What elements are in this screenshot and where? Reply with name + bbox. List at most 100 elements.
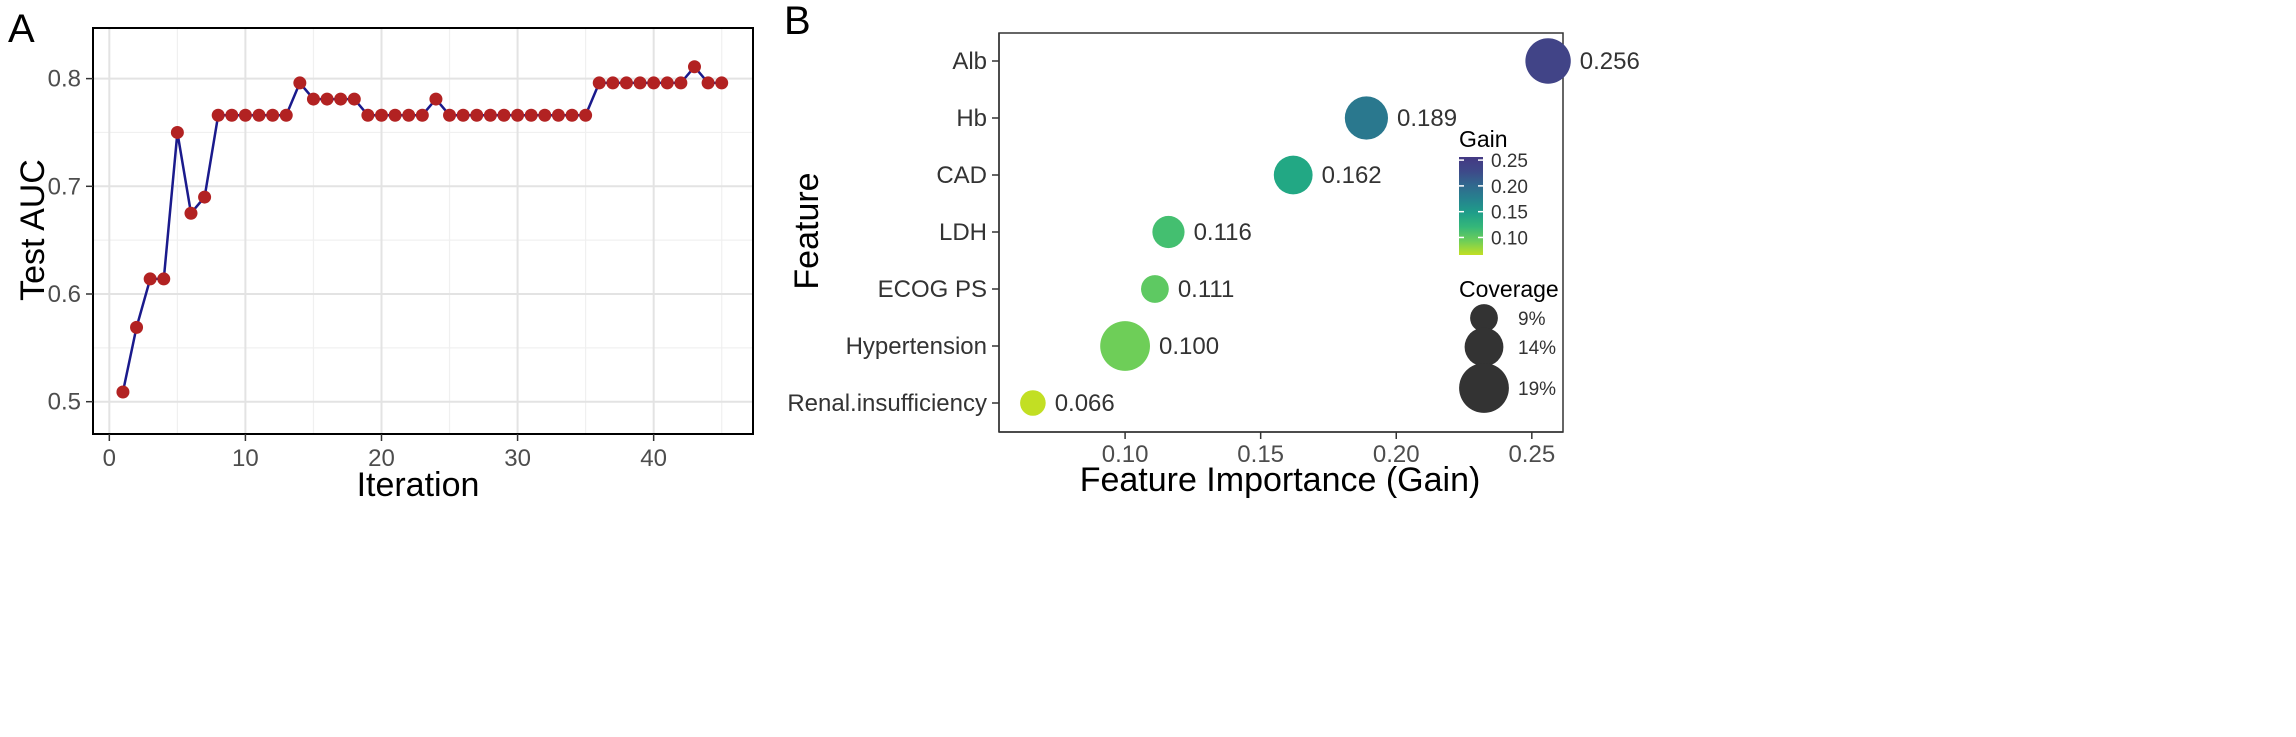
auc-point — [660, 76, 674, 90]
bubble-value-label: 0.189 — [1397, 105, 1457, 132]
gain-tick-label: 0.10 — [1491, 228, 1528, 249]
auc-point — [252, 108, 266, 122]
gain-legend-ticks: 0.25 0.20 0.15 0.10 — [1459, 151, 1528, 249]
auc-point — [551, 108, 565, 122]
coverage-legend-keys: 9% 14% 19% — [1459, 304, 1556, 413]
panel-a-x-ticks: 0 10 20 30 40 — [103, 434, 667, 472]
feature-bubble — [1020, 390, 1046, 416]
panel-b-value-labels: 0.256 0.189 0.162 0.116 0.111 0.100 0.066 — [1055, 48, 1640, 417]
panel-a-line-chart: A 0.5 0.6 0.7 0.8 0 10 20 30 40 Iteration Test … — [8, 7, 754, 504]
panel-a-y-tick-label: 0.6 — [48, 281, 81, 308]
auc-point — [266, 108, 280, 122]
coverage-key-label: 19% — [1518, 379, 1556, 400]
auc-point — [565, 108, 579, 122]
feature-bubble — [1273, 155, 1313, 195]
feature-bubble — [1100, 321, 1150, 371]
auc-point — [388, 108, 402, 122]
gain-legend: Gain 0.25 0.20 0.15 0.10 — [1459, 126, 1528, 255]
panel-a-label: A — [8, 7, 35, 51]
panel-a-frame — [92, 27, 754, 435]
auc-point — [157, 272, 171, 286]
auc-point — [579, 108, 593, 122]
coverage-key-label: 14% — [1518, 338, 1556, 359]
panel-b-x-tick-label: 0.10 — [1102, 441, 1149, 468]
panel-b-x-axis-title: Feature Importance (Gain) — [1080, 461, 1481, 499]
coverage-key-circle — [1470, 304, 1498, 332]
panel-a-x-tick-label: 10 — [232, 445, 259, 472]
auc-point — [320, 92, 334, 106]
auc-point — [238, 108, 252, 122]
panel-b-bubbles — [1020, 38, 1571, 416]
panel-b-x-ticks: 0.10 0.15 0.20 0.25 — [1102, 432, 1555, 468]
auc-point — [606, 76, 620, 90]
panel-a-y-axis-title: Test AUC — [14, 159, 52, 301]
auc-point — [647, 76, 661, 90]
feature-bubble — [1525, 38, 1571, 84]
feature-label: CAD — [936, 162, 987, 189]
auc-point — [415, 108, 429, 122]
panel-a-x-tick-label: 40 — [640, 445, 667, 472]
auc-point — [456, 108, 470, 122]
auc-point — [483, 108, 497, 122]
auc-point — [334, 92, 348, 106]
auc-point — [293, 76, 307, 90]
auc-point — [361, 108, 375, 122]
auc-point — [687, 60, 701, 74]
auc-point — [538, 108, 552, 122]
gain-tick-label: 0.15 — [1491, 203, 1528, 224]
auc-point — [306, 92, 320, 106]
auc-point — [497, 108, 511, 122]
coverage-legend-title: Coverage — [1459, 276, 1559, 302]
auc-point — [443, 108, 457, 122]
auc-point — [347, 92, 361, 106]
auc-point — [184, 206, 198, 220]
feature-bubble — [1344, 96, 1389, 140]
auc-point — [429, 92, 443, 106]
panel-b-x-tick-label: 0.15 — [1237, 441, 1284, 468]
auc-point — [130, 320, 144, 334]
feature-label: Hypertension — [846, 333, 987, 360]
bubble-value-label: 0.116 — [1194, 219, 1252, 246]
bubble-value-label: 0.066 — [1055, 390, 1115, 417]
panel-a-y-tick-label: 0.7 — [48, 173, 81, 200]
gain-colorbar — [1459, 157, 1483, 255]
auc-point — [592, 76, 606, 90]
auc-point — [279, 108, 293, 122]
auc-point — [143, 272, 157, 286]
auc-point — [524, 108, 538, 122]
coverage-key-circle — [1459, 363, 1509, 413]
panel-a-y-tick-label: 0.5 — [48, 389, 81, 416]
feature-label: Renal.insufficiency — [787, 390, 987, 417]
auc-data-points — [116, 60, 729, 399]
auc-point — [674, 76, 688, 90]
coverage-legend: Coverage 9% 14% 19% — [1459, 276, 1559, 413]
panel-a-y-tick-label: 0.8 — [48, 66, 81, 93]
auc-point — [633, 76, 647, 90]
auc-point — [701, 76, 715, 90]
auc-point — [170, 125, 184, 139]
panel-b-feature-ticks: Alb Hb CAD LDH ECOG PS Hypertension Renal.insu… — [787, 48, 999, 417]
panel-b-x-tick-label: 0.20 — [1373, 441, 1420, 468]
bubble-value-label: 0.256 — [1580, 48, 1640, 75]
bubble-value-label: 0.100 — [1159, 333, 1219, 360]
auc-point — [198, 190, 212, 204]
auc-point — [374, 108, 388, 122]
feature-label: ECOG PS — [878, 276, 987, 303]
auc-point — [402, 108, 416, 122]
panel-a-x-tick-label: 30 — [504, 445, 531, 472]
auc-point — [116, 385, 130, 399]
feature-bubble — [1152, 215, 1185, 249]
gain-tick-label: 0.20 — [1491, 177, 1528, 198]
feature-label: LDH — [939, 219, 987, 246]
auc-point — [619, 76, 633, 90]
auc-point — [715, 76, 729, 90]
coverage-key-label: 9% — [1518, 309, 1546, 330]
panel-b-y-axis-title: Feature — [788, 172, 826, 289]
panel-a-x-tick-label: 0 — [103, 445, 116, 472]
feature-bubble — [1141, 275, 1169, 303]
bubble-value-label: 0.162 — [1322, 162, 1382, 189]
panel-a-y-ticks: 0.5 0.6 0.7 0.8 — [48, 66, 93, 416]
bubble-value-label: 0.111 — [1178, 276, 1235, 303]
auc-point — [511, 108, 525, 122]
